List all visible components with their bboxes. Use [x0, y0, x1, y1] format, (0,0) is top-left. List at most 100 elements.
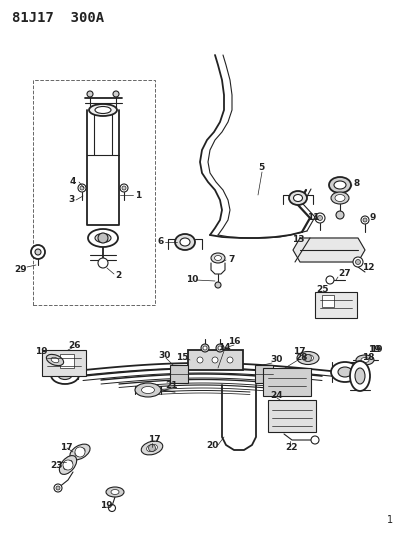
Circle shape — [98, 233, 108, 243]
Text: 27: 27 — [338, 270, 351, 279]
Text: 14: 14 — [218, 343, 231, 352]
Ellipse shape — [59, 456, 77, 474]
Text: 17: 17 — [148, 435, 161, 445]
Text: 12: 12 — [362, 263, 374, 272]
Text: 22: 22 — [285, 443, 298, 453]
Ellipse shape — [335, 195, 345, 201]
Text: 19: 19 — [100, 502, 113, 511]
Circle shape — [197, 357, 203, 363]
Ellipse shape — [355, 368, 365, 384]
Bar — [33, 80, 155, 305]
Bar — [268, 400, 316, 432]
Circle shape — [122, 186, 126, 190]
Text: 19: 19 — [35, 348, 48, 357]
Bar — [263, 368, 311, 396]
Ellipse shape — [141, 441, 163, 455]
Ellipse shape — [329, 177, 351, 193]
Text: 30: 30 — [158, 351, 170, 359]
Circle shape — [98, 258, 108, 268]
Circle shape — [113, 91, 119, 97]
Ellipse shape — [211, 253, 225, 263]
Bar — [315, 292, 357, 318]
Circle shape — [336, 211, 344, 219]
Circle shape — [203, 346, 207, 350]
Text: 6: 6 — [157, 238, 163, 246]
Text: 17: 17 — [60, 442, 73, 451]
Circle shape — [75, 447, 85, 457]
Circle shape — [318, 215, 322, 221]
Ellipse shape — [361, 358, 369, 362]
Circle shape — [63, 460, 73, 470]
Bar — [170, 365, 188, 383]
Ellipse shape — [334, 181, 346, 189]
Ellipse shape — [58, 370, 72, 379]
Circle shape — [326, 276, 334, 284]
Polygon shape — [293, 238, 365, 262]
Circle shape — [201, 344, 209, 352]
Ellipse shape — [95, 107, 111, 114]
Text: 29: 29 — [14, 265, 27, 274]
Text: 4: 4 — [70, 177, 76, 187]
Ellipse shape — [214, 255, 222, 261]
Text: 20: 20 — [206, 440, 218, 449]
Ellipse shape — [175, 234, 195, 250]
Circle shape — [76, 448, 84, 456]
Text: 1: 1 — [387, 515, 393, 525]
Bar — [60, 354, 74, 368]
Text: 9: 9 — [370, 214, 376, 222]
Ellipse shape — [147, 445, 157, 451]
Ellipse shape — [64, 460, 72, 470]
Ellipse shape — [70, 444, 90, 460]
Text: 28: 28 — [295, 352, 308, 361]
Ellipse shape — [111, 489, 119, 495]
Circle shape — [315, 213, 325, 223]
Circle shape — [218, 346, 222, 350]
Ellipse shape — [75, 448, 85, 456]
Ellipse shape — [142, 386, 154, 393]
Text: 8: 8 — [354, 179, 360, 188]
Ellipse shape — [95, 233, 111, 243]
Text: 81J17  300A: 81J17 300A — [12, 11, 104, 25]
Text: 7: 7 — [228, 255, 234, 264]
Ellipse shape — [135, 383, 161, 397]
Circle shape — [356, 260, 360, 264]
Bar — [255, 365, 273, 383]
Text: 16: 16 — [228, 337, 240, 346]
Text: 15: 15 — [176, 353, 188, 362]
Circle shape — [361, 216, 369, 224]
Ellipse shape — [89, 104, 117, 116]
Circle shape — [56, 486, 60, 490]
Circle shape — [87, 91, 93, 97]
Circle shape — [120, 184, 128, 192]
Ellipse shape — [331, 362, 359, 382]
Text: 24: 24 — [270, 391, 283, 400]
Text: 13: 13 — [292, 236, 304, 245]
Circle shape — [148, 445, 156, 451]
Circle shape — [64, 462, 72, 469]
Circle shape — [108, 505, 116, 512]
Text: 19: 19 — [370, 345, 383, 354]
Ellipse shape — [289, 191, 307, 205]
Text: 3: 3 — [68, 196, 74, 205]
Text: 25: 25 — [316, 285, 328, 294]
Text: 30: 30 — [270, 356, 282, 365]
Circle shape — [227, 357, 233, 363]
Text: 19: 19 — [368, 345, 381, 354]
Text: 10: 10 — [186, 276, 198, 285]
Circle shape — [304, 354, 312, 361]
Text: 11: 11 — [307, 214, 320, 222]
Text: 18: 18 — [362, 353, 374, 362]
Ellipse shape — [338, 367, 352, 377]
Circle shape — [212, 357, 218, 363]
Ellipse shape — [46, 354, 64, 366]
Text: 17: 17 — [293, 348, 306, 357]
Text: 1: 1 — [135, 190, 141, 199]
Circle shape — [78, 184, 86, 192]
Ellipse shape — [356, 355, 374, 365]
Ellipse shape — [302, 354, 314, 361]
Ellipse shape — [51, 366, 79, 384]
Ellipse shape — [51, 357, 59, 363]
Ellipse shape — [294, 195, 302, 201]
Ellipse shape — [350, 361, 370, 391]
Text: 2: 2 — [115, 271, 121, 279]
